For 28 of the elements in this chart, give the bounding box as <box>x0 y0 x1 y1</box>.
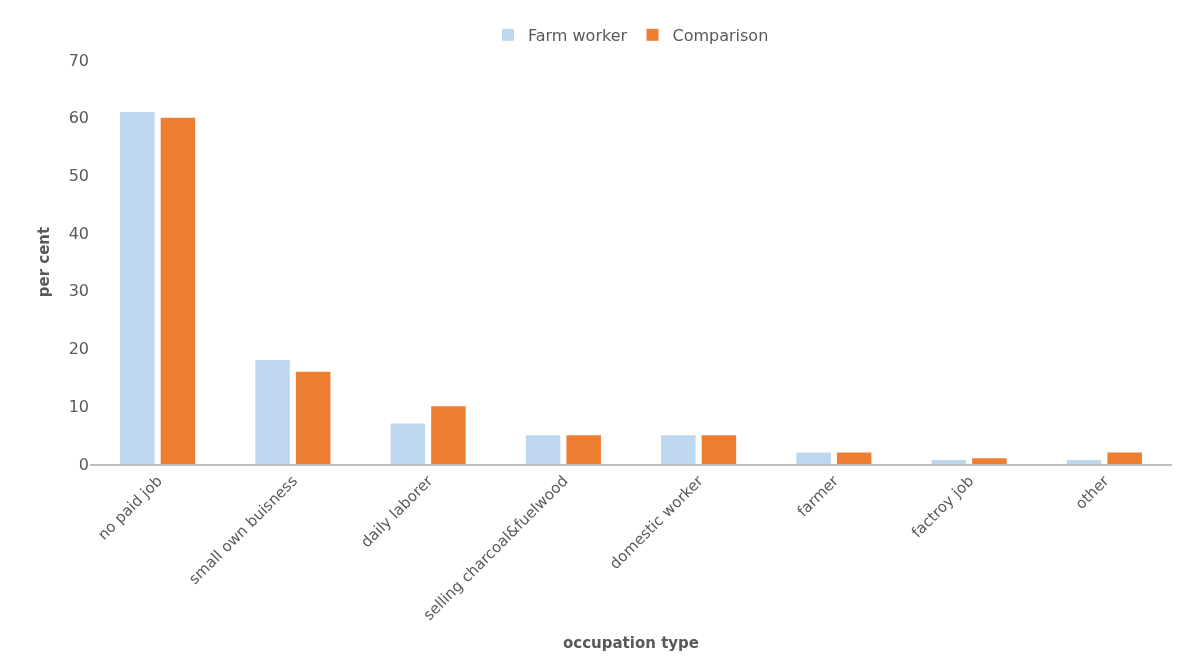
bar <box>295 371 331 464</box>
bar <box>525 435 561 464</box>
bar <box>120 111 155 464</box>
bar <box>701 435 737 464</box>
x-axis-title: occupation type <box>562 634 700 653</box>
y-tick-label: 60 <box>68 108 89 128</box>
bar <box>255 360 290 464</box>
y-tick-label: 0 <box>78 454 89 474</box>
bar <box>661 435 696 464</box>
bar <box>796 452 831 464</box>
bar <box>1107 452 1142 464</box>
legend-label: Comparison <box>672 26 769 46</box>
bar <box>972 458 1007 464</box>
bar <box>160 117 196 464</box>
y-axis-title: per cent <box>34 226 53 298</box>
bar <box>566 435 601 464</box>
y-tick-label: 70 <box>68 50 89 70</box>
y-tick-label: 50 <box>68 166 89 186</box>
legend-label: Farm worker <box>528 26 628 46</box>
y-tick-label: 20 <box>68 339 89 359</box>
bar <box>836 452 872 464</box>
bar <box>390 423 426 464</box>
bar <box>931 459 967 464</box>
bar <box>431 406 466 464</box>
y-tick-label: 10 <box>68 396 89 416</box>
y-tick-label: 40 <box>68 223 89 243</box>
y-tick-label: 30 <box>68 281 89 301</box>
bar <box>1066 459 1102 464</box>
